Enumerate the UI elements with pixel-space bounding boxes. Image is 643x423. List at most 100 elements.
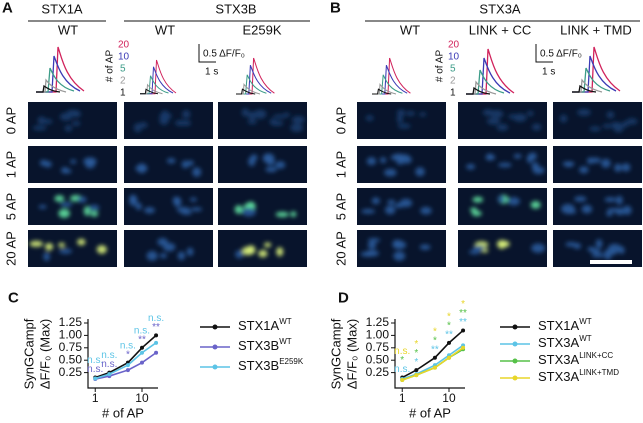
significance-label: n.s. [101, 350, 117, 361]
punctum [135, 202, 142, 211]
punctum [602, 123, 613, 129]
legend-sup: WT [579, 334, 592, 343]
punctum [392, 153, 404, 159]
punctum [496, 124, 509, 131]
data-point [93, 376, 98, 381]
trace-group [139, 59, 177, 95]
punctum [578, 166, 589, 174]
micrograph [458, 102, 547, 139]
micrograph [218, 188, 307, 225]
punctum [622, 121, 629, 128]
micrograph [218, 230, 307, 267]
punctum [39, 159, 48, 167]
significance-label: ** [445, 329, 453, 340]
punctum [234, 205, 243, 214]
legend-label: STX3BE259K [238, 357, 304, 373]
column-header: LINK + CC [469, 22, 532, 37]
legend-sup: LINK+TMD [579, 368, 619, 377]
data-point [446, 340, 451, 345]
data-point [432, 355, 437, 360]
punctum [472, 196, 484, 203]
punctum [96, 245, 107, 254]
data-point [139, 360, 144, 365]
punctum [367, 241, 377, 250]
punctum [360, 251, 375, 257]
punctum [136, 163, 148, 174]
legend-title: # of AP [105, 50, 116, 83]
punctum [528, 152, 537, 161]
punctum [161, 110, 169, 117]
punctum [84, 159, 96, 169]
punctum [419, 112, 427, 117]
legend-sup: WT [279, 317, 292, 326]
punctum [384, 205, 396, 215]
significance-label: ** [138, 334, 146, 345]
x-tick-label: 1 [399, 391, 406, 405]
punctum [241, 108, 249, 117]
micrograph [124, 146, 213, 183]
y-axis-label: ΔF/F₀ (Max) [37, 319, 52, 389]
punctum [606, 111, 615, 119]
trace-group [465, 48, 515, 95]
legend-sup: LINK+CC [579, 351, 613, 360]
punctum [490, 110, 504, 119]
punctum [604, 252, 612, 260]
punctum [246, 201, 255, 208]
punctum [531, 123, 542, 131]
x-tick-label: 1 [92, 391, 99, 405]
legend-label: STX3AWT [538, 334, 592, 350]
legend-name: STX3A [538, 335, 580, 350]
row-label: 0 AP [3, 107, 18, 134]
significance-label: n.s. [101, 359, 117, 370]
y-tick-label: 0.50 [366, 352, 390, 366]
punctum [530, 200, 541, 209]
legend-name: STX3A [538, 369, 580, 384]
puncta [469, 194, 541, 217]
significance-label: n.s. [394, 364, 410, 375]
legend-marker [212, 324, 218, 330]
legend-name: STX3B [238, 358, 279, 373]
puncta [360, 238, 431, 261]
punctum [54, 195, 65, 202]
scale-label: 1 s [205, 67, 218, 78]
legend-label: STX3BWT [238, 337, 292, 353]
legend-name: STX1A [238, 318, 280, 333]
trace-group [35, 46, 85, 93]
significance-label: ** [431, 344, 439, 355]
punctum [265, 166, 278, 173]
y-tick-label: 1.25 [59, 315, 83, 329]
significance-label: * [447, 311, 451, 322]
punctum [507, 197, 520, 206]
punctum [577, 108, 591, 116]
punctum [61, 168, 72, 174]
punctum [401, 155, 412, 164]
punctum [393, 251, 406, 261]
significance-label: * [414, 348, 418, 359]
punctum [527, 110, 534, 116]
punctum [263, 242, 272, 248]
row-label: 5 AP [333, 193, 348, 220]
punctum [186, 247, 194, 256]
group-header: STX1A [41, 1, 83, 16]
punctum [513, 153, 522, 159]
punctum [574, 196, 587, 202]
legend-marker [512, 358, 518, 364]
significance-label: * [414, 357, 418, 368]
punctum [60, 202, 73, 208]
punctum [367, 238, 381, 243]
legend-marker [512, 341, 518, 347]
punctum [565, 209, 577, 214]
puncta [365, 109, 427, 129]
legend-level: 2 [120, 76, 126, 87]
row-label: 20 AP [333, 231, 348, 266]
puncta [565, 239, 625, 260]
punctum [486, 117, 501, 125]
punctum [589, 126, 601, 132]
data-point [446, 355, 451, 360]
punctum [242, 207, 256, 217]
y-tick-label: 1.00 [366, 328, 390, 342]
significance-label: n.s. [87, 364, 103, 375]
punctum [160, 116, 169, 123]
punctum [254, 109, 267, 119]
legend-sup: E259K [279, 357, 304, 366]
